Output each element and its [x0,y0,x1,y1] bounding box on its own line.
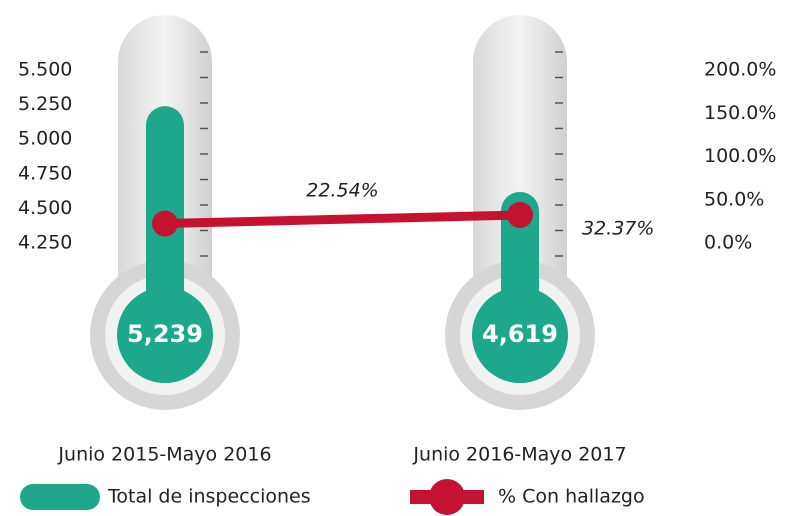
y-tick-label: 5.250 [18,93,72,115]
y2-tick-label: 50.0% [704,188,764,210]
y-tick-label: 4.750 [18,162,72,184]
legend-swatch-point [429,479,465,515]
value-label: 4,619 [482,320,558,348]
value-label: 22.54% [306,179,378,201]
bar-bulb [472,287,568,383]
y2-tick-label: 100.0% [704,145,776,167]
y2-tick-label: 0.0% [704,232,752,254]
bar-bulb [117,287,213,383]
value-label: 32.37% [582,217,654,239]
thermometer-tube [473,15,567,335]
y-tick-label: 5.500 [18,59,72,81]
y-tick-label: 4.500 [18,197,72,219]
legend-label: Total de inspecciones [107,486,311,508]
legend-swatch [20,484,100,510]
y2-tick-label: 200.0% [704,59,776,81]
y-tick-label: 5.000 [18,128,72,150]
y2-tick-label: 150.0% [704,102,776,124]
x-tick-label: Junio 2015-Mayo 2016 [57,444,271,466]
value-label: 5,239 [127,320,203,348]
line [164,210,521,229]
y-tick-label: 4.250 [18,232,72,254]
line-point [152,210,178,237]
x-tick-label: Junio 2016-Mayo 2017 [412,444,626,466]
legend-label: % Con hallazgo [498,486,645,508]
line-point [507,201,533,228]
